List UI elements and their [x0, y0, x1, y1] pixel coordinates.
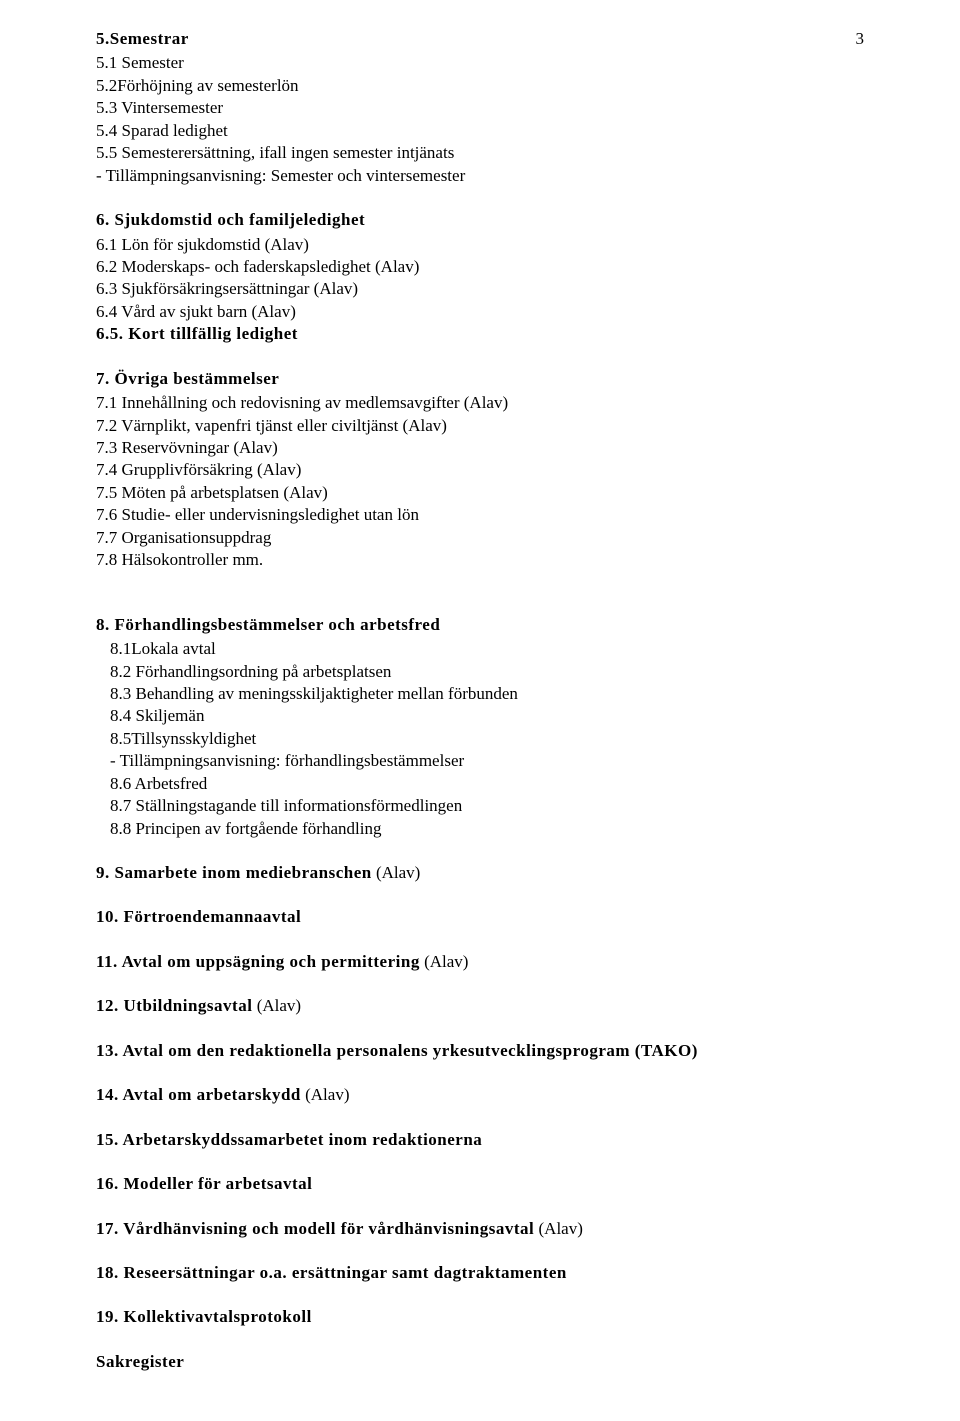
toc-line: 5.4 Sparad ledighet	[96, 120, 864, 142]
heading-19: 19. Kollektivavtalsprotokoll	[96, 1307, 312, 1326]
section-15: 15. Arbetarskyddssamarbetet inom redakti…	[96, 1129, 864, 1151]
section-8-items: 8.1Lokala avtal 8.2 Förhandlingsordning …	[96, 638, 864, 840]
toc-line: 8.2 Förhandlingsordning på arbetsplatsen	[110, 661, 864, 683]
heading-10: 10. Förtroendemannaavtal	[96, 907, 301, 926]
toc-line: 7.1 Innehållning och redovisning av medl…	[96, 392, 864, 414]
toc-line: 8.6 Arbetsfred	[110, 773, 864, 795]
toc-line: 7.4 Grupplivförsäkring (Alav)	[96, 459, 864, 481]
toc-line: 6.1 Lön för sjukdomstid (Alav)	[96, 234, 864, 256]
toc-line: 6.3 Sjukförsäkringsersättningar (Alav)	[96, 278, 864, 300]
toc-line: 6.2 Moderskaps- och faderskapsledighet (…	[96, 256, 864, 278]
toc-line: 8.7 Ställningstagande till informationsf…	[110, 795, 864, 817]
section-17: 17. Vårdhänvisning och modell för vårdhä…	[96, 1218, 864, 1240]
section-11: 11. Avtal om uppsägning och permittering…	[96, 951, 864, 973]
section-14: 14. Avtal om arbetarskydd (Alav)	[96, 1084, 864, 1106]
section-7: 7. Övriga bestämmelser 7.1 Innehållning …	[96, 368, 864, 572]
section-6: 6. Sjukdomstid och familjeledighet 6.1 L…	[96, 209, 864, 346]
heading-9: 9. Samarbete inom mediebranschen	[96, 863, 372, 882]
toc-line: 8.5Tillsynsskyldighet	[110, 728, 864, 750]
toc-line: 5.3 Vintersemester	[96, 97, 864, 119]
toc-line: - Tillämpningsanvisning: Semester och vi…	[96, 165, 864, 187]
heading-16: 16. Modeller för arbetsavtal	[96, 1174, 312, 1193]
toc-line: - Tillämpningsanvisning: förhandlingsbes…	[110, 750, 864, 772]
toc-line: 8.8 Principen av fortgående förhandling	[110, 818, 864, 840]
heading-15: 15. Arbetarskyddssamarbetet inom redakti…	[96, 1130, 482, 1149]
sakregister-label: Sakregister	[96, 1351, 864, 1373]
section-9: 9. Samarbete inom mediebranschen (Alav)	[96, 862, 864, 884]
toc-line: 7.3 Reservövningar (Alav)	[96, 437, 864, 459]
section-13: 13. Avtal om den redaktionella personale…	[96, 1040, 864, 1062]
toc-line: 5.2Förhöjning av semesterlön	[96, 75, 864, 97]
heading-13: 13. Avtal om den redaktionella personale…	[96, 1041, 698, 1060]
toc-line-bold: 6.5. Kort tillfällig ledighet	[96, 323, 864, 345]
heading-5: 5.Semestrar	[96, 28, 864, 50]
heading-11-suffix: (Alav)	[420, 952, 469, 971]
toc-line: 7.7 Organisationsuppdrag	[96, 527, 864, 549]
section-8: 8. Förhandlingsbestämmelser och arbetsfr…	[96, 614, 864, 840]
toc-line: 7.2 Värnplikt, vapenfri tjänst eller civ…	[96, 415, 864, 437]
toc-line: 5.1 Semester	[96, 52, 864, 74]
toc-line: 5.5 Semesterersättning, ifall ingen seme…	[96, 142, 864, 164]
toc-line: 8.1Lokala avtal	[110, 638, 864, 660]
page-number: 3	[856, 28, 865, 50]
heading-14-suffix: (Alav)	[301, 1085, 350, 1104]
heading-9-suffix: (Alav)	[372, 863, 421, 882]
section-19: 19. Kollektivavtalsprotokoll	[96, 1306, 864, 1328]
heading-12-suffix: (Alav)	[252, 996, 301, 1015]
heading-12: 12. Utbildningsavtal	[96, 996, 252, 1015]
toc-line: 8.4 Skiljemän	[110, 705, 864, 727]
heading-18: 18. Reseersättningar o.a. ersättningar s…	[96, 1263, 567, 1282]
toc-line: 6.4 Vård av sjukt barn (Alav)	[96, 301, 864, 323]
toc-line: 7.6 Studie- eller undervisningsledighet …	[96, 504, 864, 526]
section-16: 16. Modeller för arbetsavtal	[96, 1173, 864, 1195]
section-12: 12. Utbildningsavtal (Alav)	[96, 995, 864, 1017]
toc-line: 7.8 Hälsokontroller mm.	[96, 549, 864, 571]
toc-line: 8.3 Behandling av meningsskiljaktigheter…	[110, 683, 864, 705]
section-5: 5.Semestrar 5.1 Semester 5.2Förhöjning a…	[96, 28, 864, 187]
section-10: 10. Förtroendemannaavtal	[96, 906, 864, 928]
document-page: 3 5.Semestrar 5.1 Semester 5.2Förhöjning…	[0, 0, 960, 1421]
section-18: 18. Reseersättningar o.a. ersättningar s…	[96, 1262, 864, 1284]
heading-6: 6. Sjukdomstid och familjeledighet	[96, 209, 864, 231]
heading-8: 8. Förhandlingsbestämmelser och arbetsfr…	[96, 614, 864, 636]
heading-17: 17. Vårdhänvisning och modell för vårdhä…	[96, 1219, 534, 1238]
toc-line: 7.5 Möten på arbetsplatsen (Alav)	[96, 482, 864, 504]
heading-11: 11. Avtal om uppsägning och permittering	[96, 952, 420, 971]
heading-17-suffix: (Alav)	[534, 1219, 583, 1238]
heading-14: 14. Avtal om arbetarskydd	[96, 1085, 301, 1104]
heading-7: 7. Övriga bestämmelser	[96, 368, 864, 390]
